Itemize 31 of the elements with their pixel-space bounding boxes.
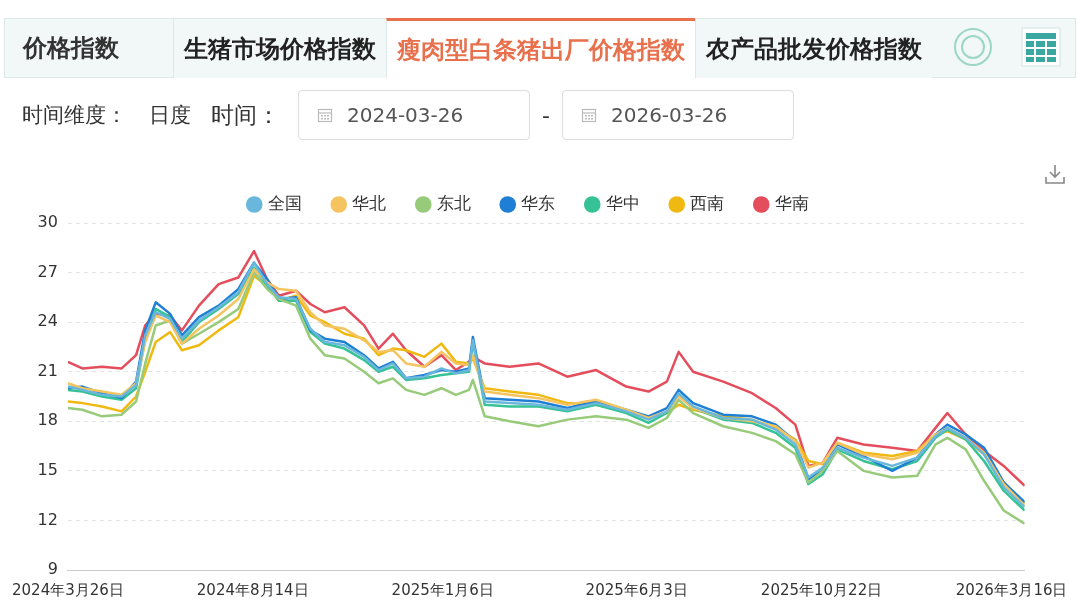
y-tick-label: 30 <box>37 212 58 232</box>
legend-label: 华北 <box>352 192 387 213</box>
text: 时间： <box>211 100 280 130</box>
chart-title: 价格指数 <box>21 33 120 64</box>
text: 生猪市场价格指数 <box>173 18 386 78</box>
text: 2026-03-26 <box>610 103 728 127</box>
text: 农产品批发价格指数 <box>695 18 932 78</box>
legend-label: 华中 <box>605 192 640 213</box>
x-tick-label: 2026年3月16日 <box>955 580 1068 599</box>
x-tick-label: 2025年6月3日 <box>585 580 688 599</box>
y-tick-label: 15 <box>37 460 58 480</box>
y-tick-label: 12 <box>37 509 58 529</box>
legend-label: 华南 <box>774 192 809 213</box>
y-tick-label: 27 <box>37 261 58 281</box>
legend-label: 东北 <box>436 192 471 213</box>
x-tick-label: 2024年3月26日 <box>12 580 124 599</box>
text: 瘦肉型白条猪出厂价格指数 <box>386 18 695 78</box>
y-tick-label: 18 <box>37 410 58 430</box>
text: 时间维度： <box>22 102 127 129</box>
legend-label: 华东 <box>521 192 556 213</box>
text: - <box>542 102 550 128</box>
y-tick-label: 24 <box>37 311 58 331</box>
x-tick-label: 2025年1月6日 <box>391 580 494 599</box>
y-tick-label: 21 <box>37 360 58 380</box>
text: 日度 <box>149 102 191 129</box>
legend-label: 全国 <box>267 192 302 213</box>
x-tick-label: 2024年8月14日 <box>196 580 309 599</box>
x-tick-label: 2025年10月22日 <box>760 580 883 599</box>
legend-label: 西南 <box>690 192 725 213</box>
text: 2024-03-26 <box>347 103 464 127</box>
y-tick-label: 9 <box>47 559 58 579</box>
